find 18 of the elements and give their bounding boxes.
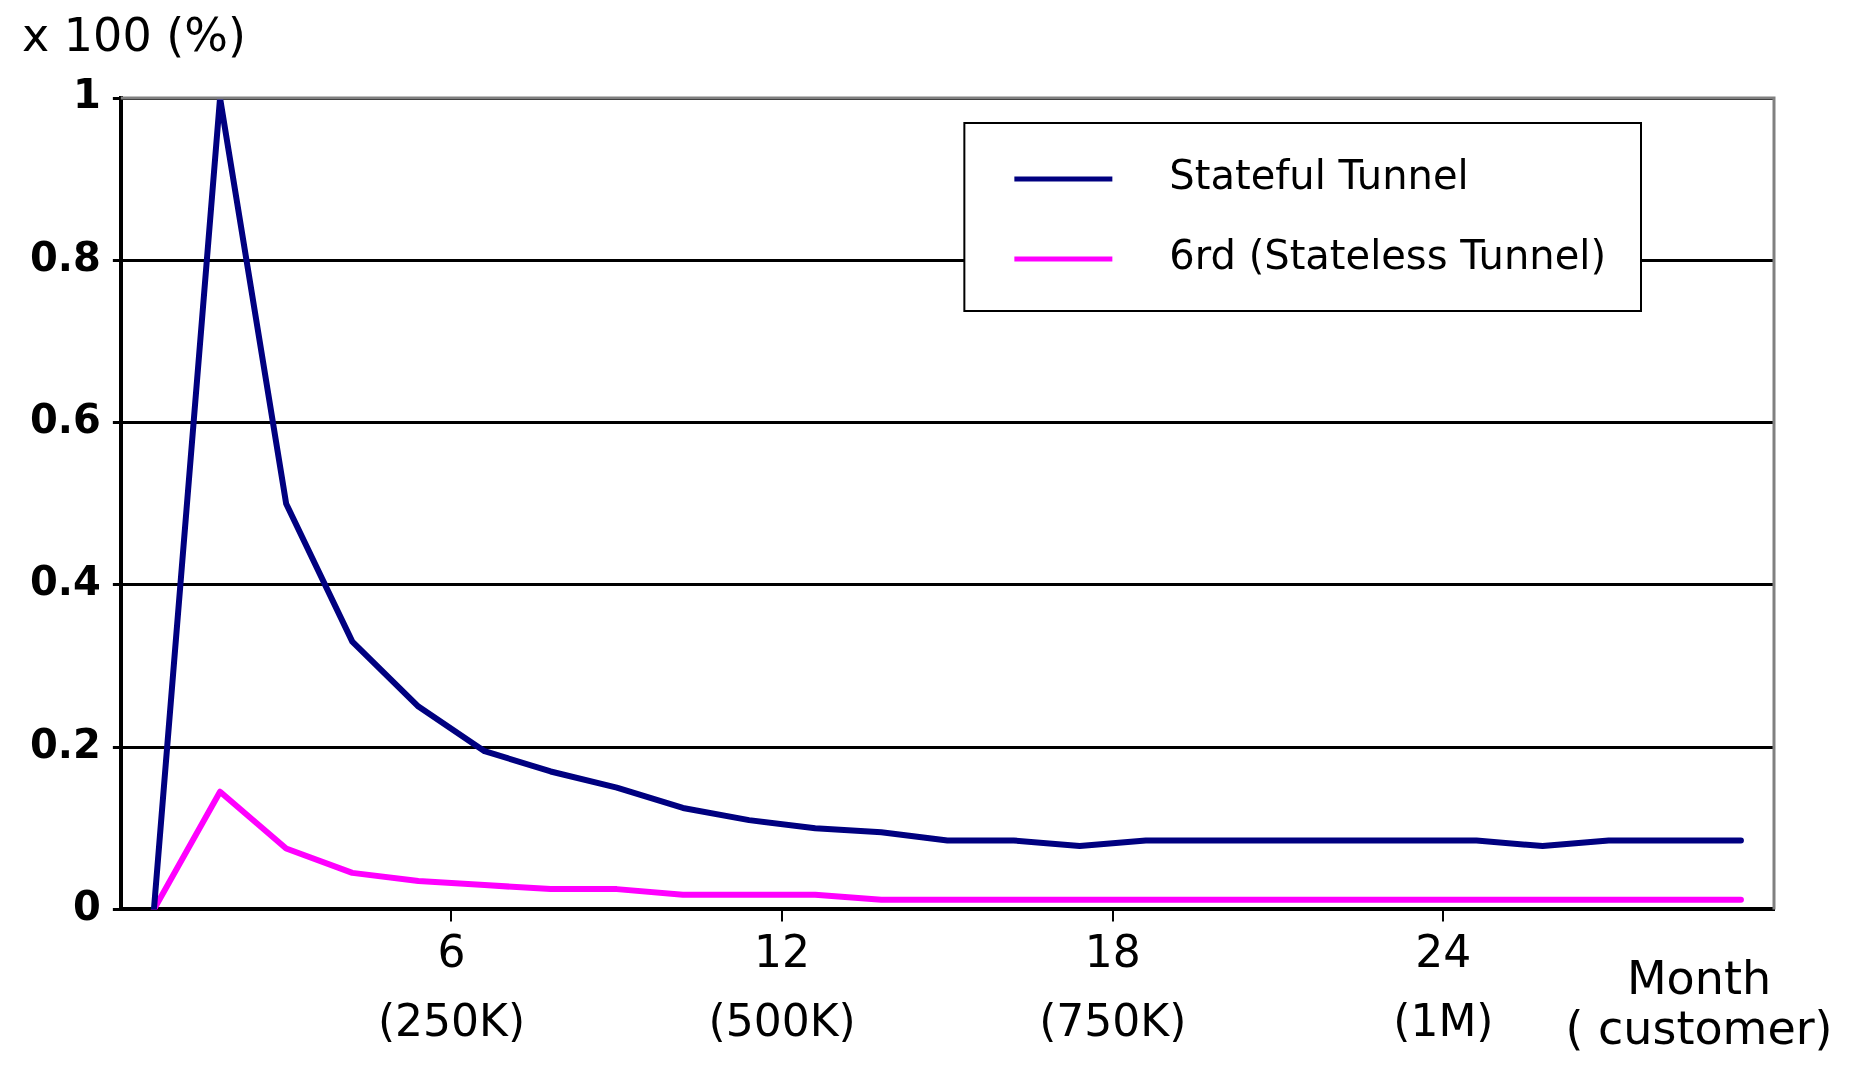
y-axis-title: x 100 (%) <box>22 7 246 62</box>
x-tick-label: 24 <box>1415 926 1472 978</box>
x2-tick-label: (750K) <box>1039 995 1187 1047</box>
x-tick-label: 18 <box>1084 926 1141 978</box>
x2-tick-label: (500K) <box>708 995 856 1047</box>
x-tick-label: 6 <box>437 926 466 978</box>
y-tick-label: 1 <box>73 71 101 118</box>
y-tick-label: 0.2 <box>30 720 101 767</box>
x-axis-title: Month ( customer) <box>1565 951 1833 1056</box>
y-tick-label: 0.8 <box>30 233 101 280</box>
legend-label: Stateful Tunnel <box>1169 152 1469 199</box>
x2-tick-label: (1M) <box>1393 995 1494 1047</box>
y-tick-label: 0.6 <box>30 395 101 442</box>
y-tick-label: 0.4 <box>30 558 101 605</box>
x2-tick-label: (250K) <box>377 995 526 1047</box>
x-tick-label: 12 <box>754 926 811 978</box>
y-tick-label: 0 <box>73 882 101 929</box>
legend-label: 6rd (Stateless Tunnel) <box>1169 232 1606 279</box>
